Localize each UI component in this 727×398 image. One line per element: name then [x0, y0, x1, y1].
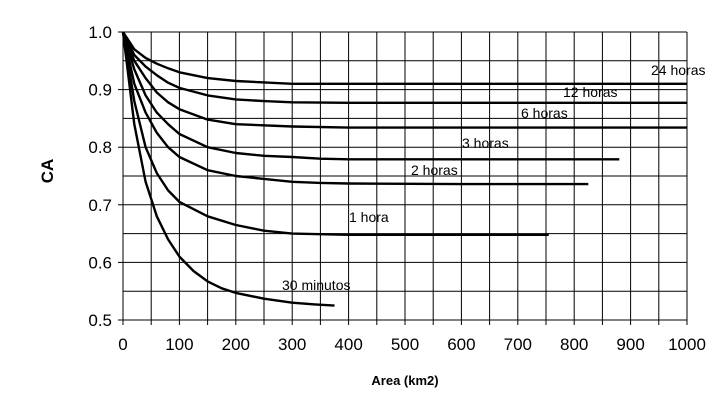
x-tick-label: 500: [391, 335, 419, 354]
x-tick-label: 900: [616, 335, 644, 354]
y-tick-label: 0.5: [88, 311, 112, 330]
series-line-2: [121, 31, 687, 129]
series-line-5: [121, 31, 549, 237]
x-tick-label: 700: [504, 335, 532, 354]
y-tick-label: 0.9: [88, 81, 112, 100]
grid: [118, 31, 688, 325]
series-label-3: 3 horas: [462, 135, 509, 151]
y-tick-label: 0.6: [88, 253, 112, 272]
series-line-3: [121, 31, 620, 161]
y-axis-title: CA: [38, 159, 57, 184]
series-lines: [121, 31, 687, 307]
x-tick-label: 1000: [668, 335, 706, 354]
series-line-6: [121, 31, 335, 307]
x-tick-label: 400: [334, 335, 362, 354]
x-tick-label: 0: [118, 335, 127, 354]
y-tick-label: 0.8: [88, 138, 112, 157]
x-tick-label: 300: [278, 335, 306, 354]
tick-labels: 0 100 200 300 400 500 600 700 800 900 1000 0.5 0.6 0.…: [88, 23, 706, 354]
series-line-4: [121, 31, 589, 186]
series-label-6: 30 minutos: [282, 277, 350, 293]
x-tick-label: 800: [560, 335, 588, 354]
series-label-4: 2 horas: [411, 162, 458, 178]
series-label-1: 12 horas: [563, 84, 617, 100]
series-line-1: [121, 31, 687, 105]
y-tick-label: 0.7: [88, 196, 112, 215]
x-axis-title: Area (km2): [371, 373, 438, 388]
series-label-2: 6 horas: [521, 105, 568, 121]
x-tick-label: 100: [165, 335, 193, 354]
x-tick-label: 200: [222, 335, 250, 354]
series-line-0: [121, 31, 687, 86]
series-label-0: 24 horas: [651, 62, 705, 78]
y-tick-label: 1.0: [88, 23, 112, 42]
x-tick-label: 600: [447, 335, 475, 354]
series-label-5: 1 hora: [349, 209, 389, 225]
